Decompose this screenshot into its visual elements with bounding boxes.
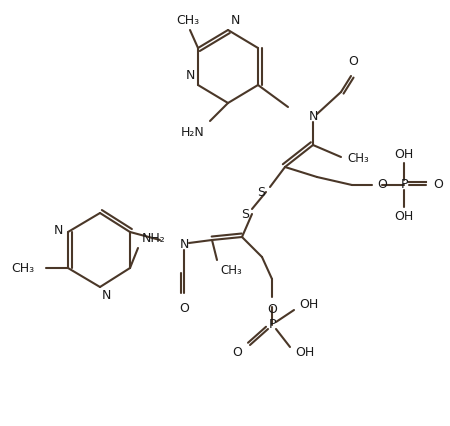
Text: O: O	[377, 178, 387, 192]
Text: NH₂: NH₂	[142, 231, 166, 245]
Text: CH₃: CH₃	[11, 262, 34, 274]
Text: CH₃: CH₃	[176, 14, 199, 28]
Text: O: O	[348, 55, 358, 68]
Text: N: N	[54, 224, 63, 236]
Text: N: N	[102, 289, 112, 302]
Text: P: P	[400, 178, 408, 192]
Text: P: P	[268, 319, 276, 331]
Text: OH: OH	[295, 346, 314, 360]
Text: N: N	[231, 14, 240, 27]
Text: CH₃: CH₃	[347, 153, 369, 165]
Text: CH₃: CH₃	[220, 264, 242, 276]
Text: O: O	[267, 303, 277, 316]
Text: OH: OH	[394, 210, 414, 222]
Text: O: O	[433, 178, 443, 192]
Text: S: S	[257, 185, 265, 199]
Text: OH: OH	[394, 147, 414, 161]
Text: H₂N: H₂N	[180, 127, 204, 139]
Text: N: N	[308, 110, 318, 124]
Text: OH: OH	[299, 299, 318, 311]
Text: O: O	[179, 302, 189, 315]
Text: N: N	[185, 69, 195, 82]
Text: O: O	[232, 346, 242, 360]
Text: N: N	[179, 239, 189, 251]
Text: S: S	[241, 207, 249, 221]
